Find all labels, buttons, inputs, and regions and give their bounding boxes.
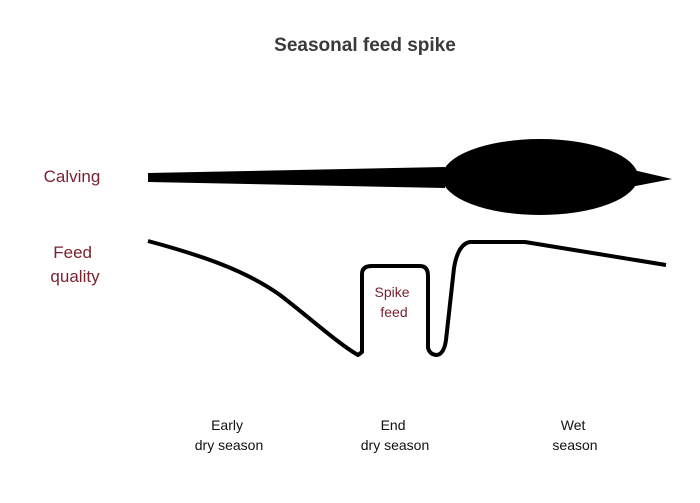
season-line: season xyxy=(552,437,597,453)
calving-tail xyxy=(625,168,672,188)
feed-quality-line xyxy=(147,239,667,357)
label-line: quality xyxy=(50,267,100,286)
season-label: End dry season xyxy=(361,417,429,453)
season-line: Wet xyxy=(561,417,586,433)
season-line: End xyxy=(381,417,406,433)
feed-quality-label: Feed quality xyxy=(50,243,100,286)
season-label: Wet season xyxy=(552,417,597,453)
spike-annotation: Spike feed xyxy=(375,284,414,320)
annotation-line: feed xyxy=(380,304,407,320)
title: Seasonal feed spike xyxy=(274,35,456,56)
calving-peak xyxy=(442,139,638,215)
annotation-line: Spike xyxy=(375,284,410,300)
season-line: dry season xyxy=(195,437,263,453)
season-line: Early xyxy=(211,417,243,433)
label-line: Feed xyxy=(53,243,92,262)
season-label: Early dry season xyxy=(195,417,263,453)
calving-band xyxy=(148,167,445,188)
season-line: dry season xyxy=(361,437,429,453)
calving-label: Calving xyxy=(44,167,101,186)
